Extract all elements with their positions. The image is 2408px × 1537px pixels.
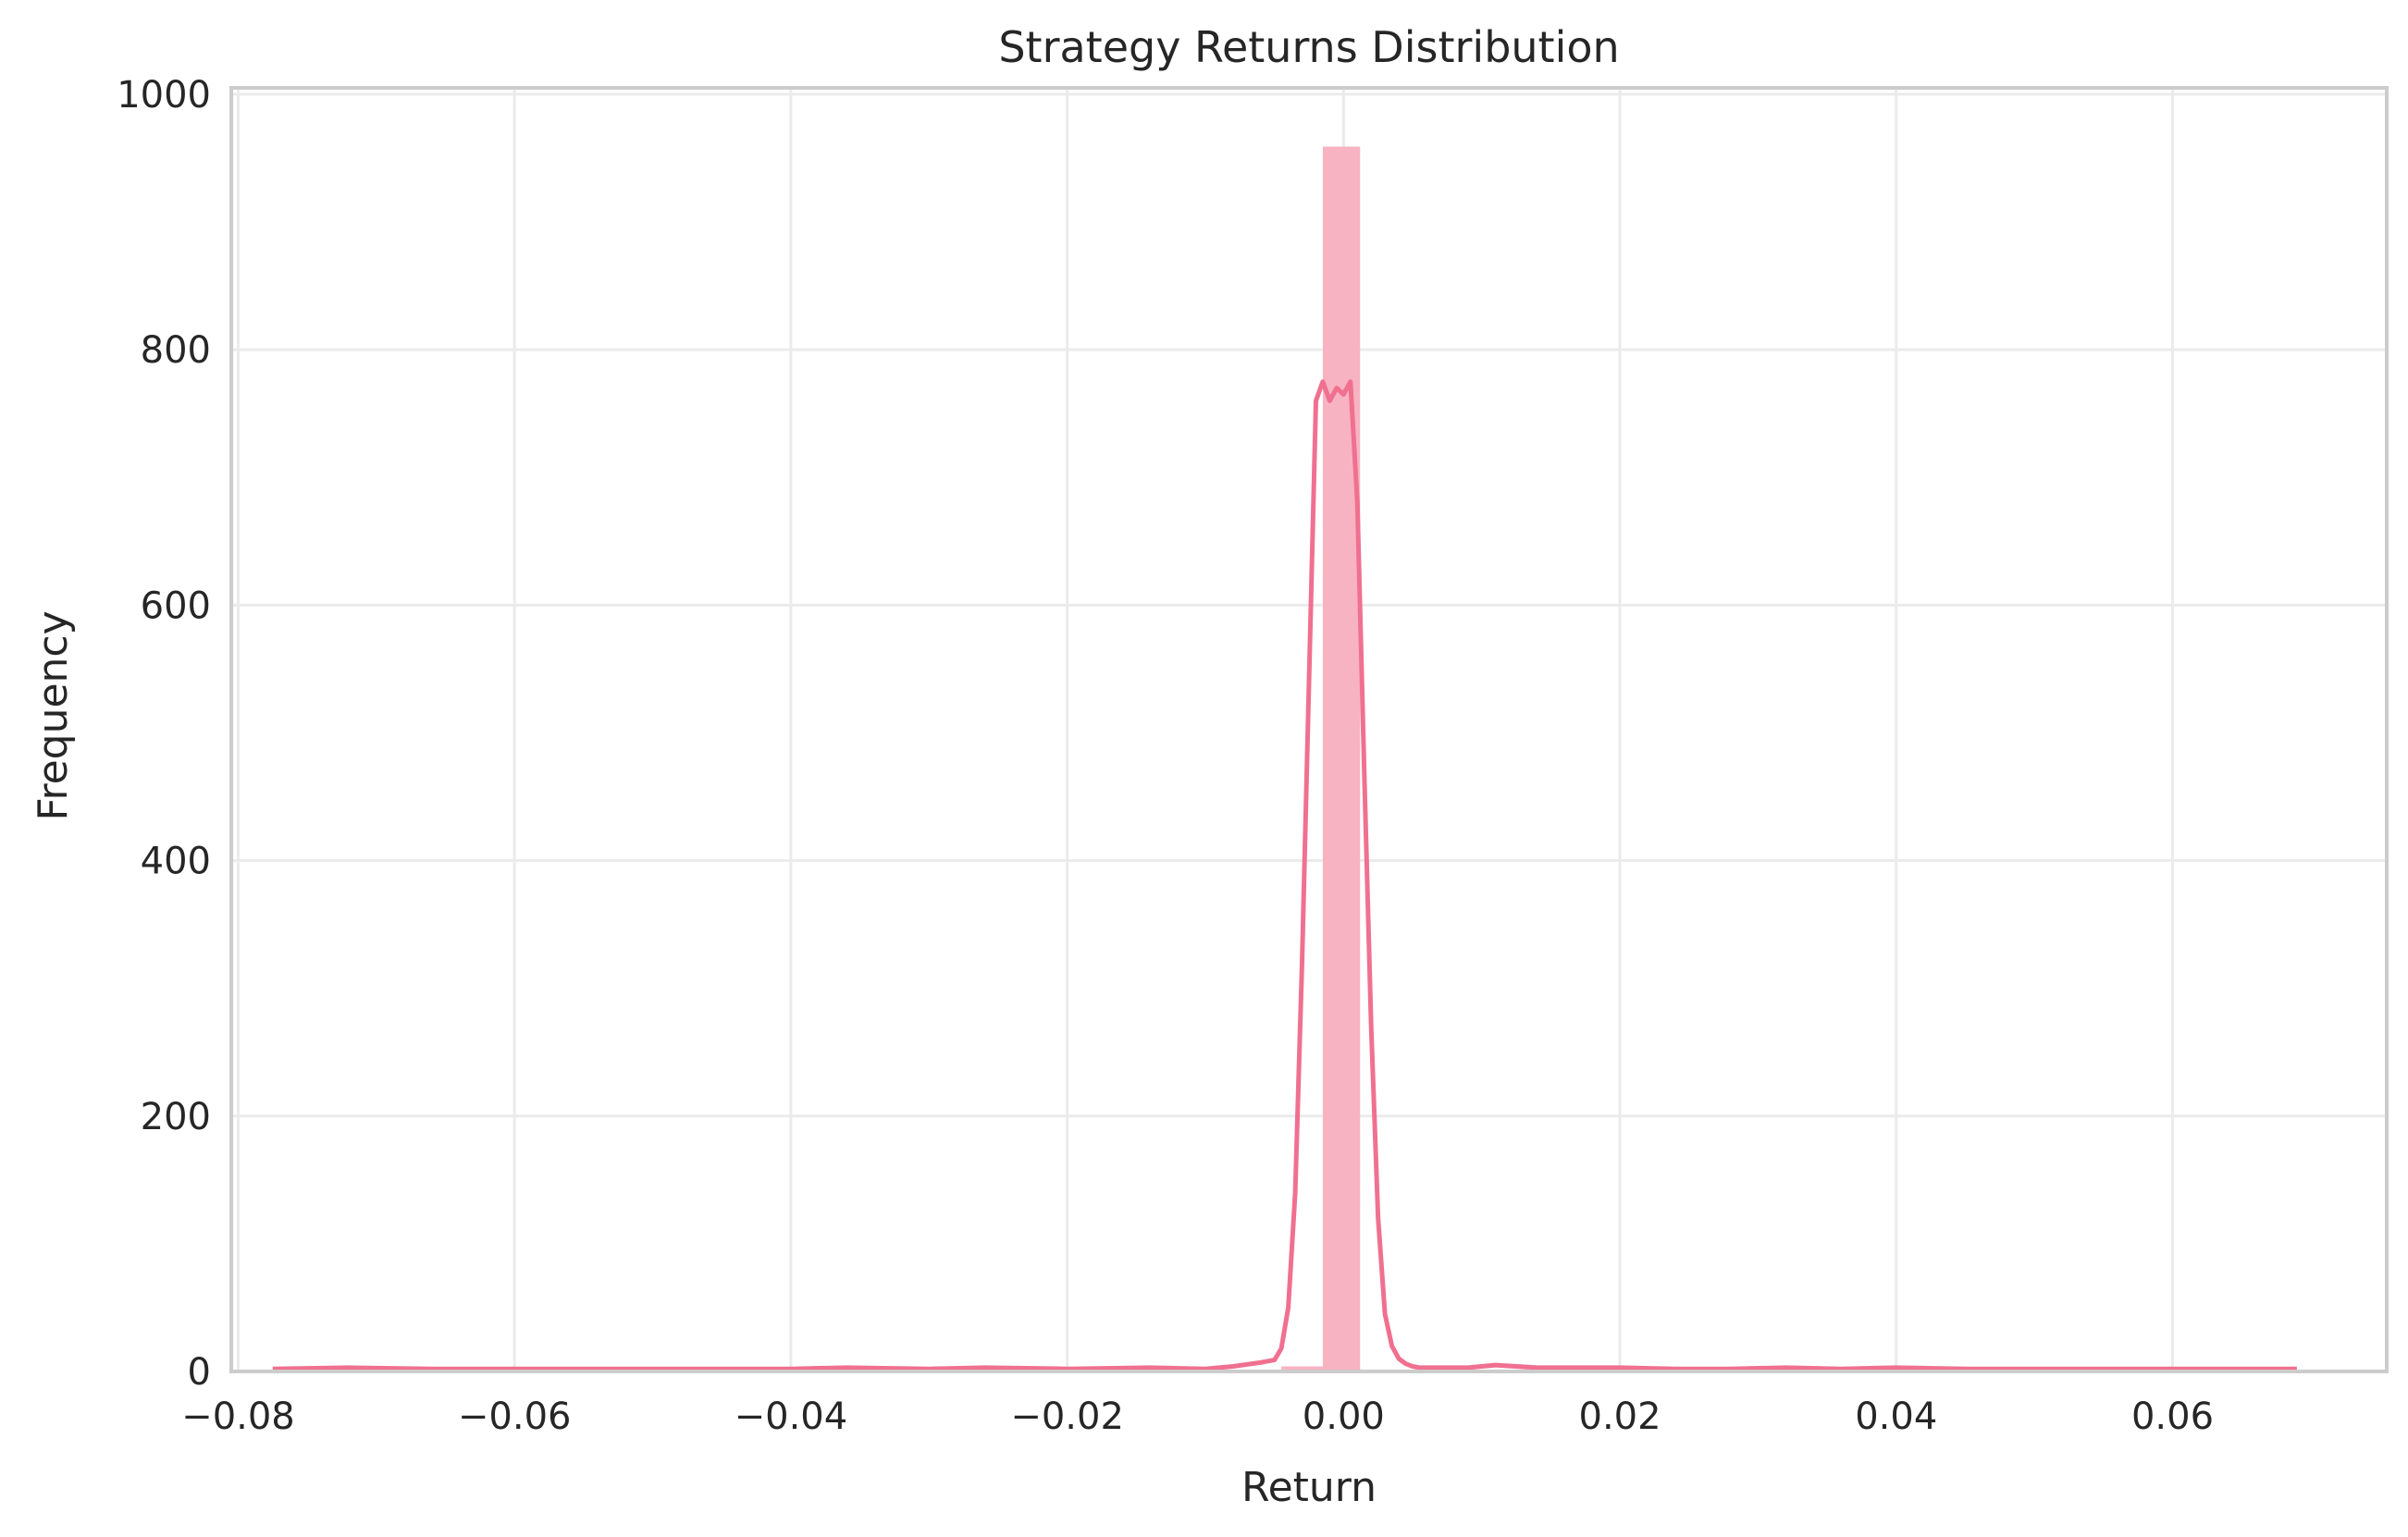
y-tick-label: 1000 (117, 74, 211, 117)
x-tick-label: 0.02 (1579, 1396, 1661, 1438)
histogram-bar (1322, 146, 1361, 1371)
x-tick-label: −0.04 (735, 1396, 848, 1438)
y-tick-label: 600 (141, 584, 211, 627)
histogram-bar (1281, 1366, 1323, 1371)
grid-layer (231, 88, 2387, 1373)
x-tick-label: 0.00 (1303, 1396, 1385, 1438)
x-axis-label: Return (1241, 1464, 1377, 1511)
chart-title: Strategy Returns Distribution (998, 22, 1619, 72)
y-tick-labels: 0 200 400 600 800 1000 (117, 74, 211, 1394)
y-tick-label: 200 (141, 1096, 211, 1138)
x-tick-label: −0.06 (458, 1396, 572, 1438)
x-tick-label: −0.02 (1010, 1396, 1124, 1438)
y-tick-label: 0 (188, 1351, 211, 1394)
kde-curve (272, 379, 2297, 1371)
bars-layer (1281, 146, 1361, 1371)
kde-layer (272, 379, 2297, 1371)
x-tick-labels: −0.08 −0.06 −0.04 −0.02 0.00 0.02 0.04 0.06 (181, 1396, 2214, 1438)
y-tick-label: 800 (141, 329, 211, 372)
x-tick-label: 0.04 (1855, 1396, 1937, 1438)
x-tick-label: −0.08 (181, 1396, 295, 1438)
y-tick-label: 400 (141, 841, 211, 883)
plot-frame (229, 86, 2389, 1373)
x-tick-label: 0.06 (2131, 1396, 2214, 1438)
y-axis-label: Frequency (30, 610, 77, 820)
